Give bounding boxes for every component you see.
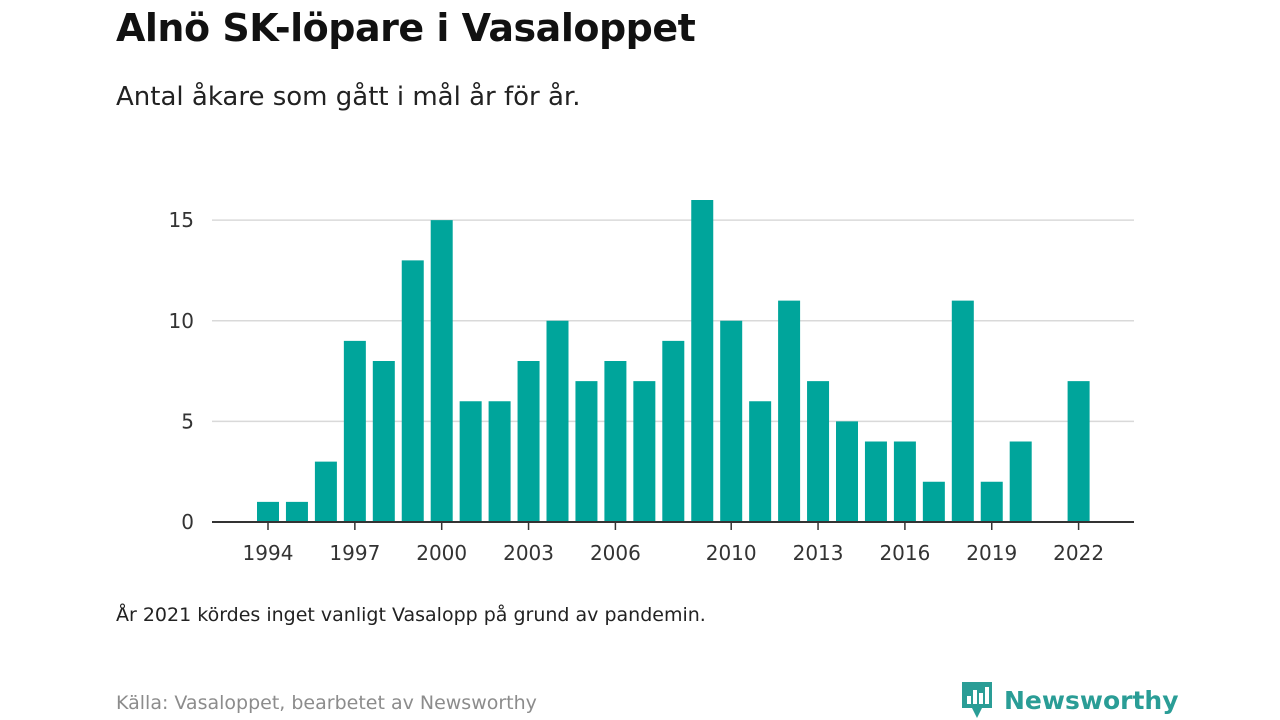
bar-2020 bbox=[1009, 441, 1032, 522]
bar-1997 bbox=[343, 340, 366, 522]
x-tick-label: 2006 bbox=[590, 541, 641, 565]
bar-2008 bbox=[662, 340, 685, 522]
chart-source: Källa: Vasaloppet, bearbetet av Newswort… bbox=[116, 692, 537, 714]
bar-2019 bbox=[980, 481, 1003, 522]
bar-1998 bbox=[372, 361, 395, 522]
chart-title: Alnö SK-löpare i Vasaloppet bbox=[116, 6, 696, 50]
bar-2013 bbox=[807, 381, 830, 522]
bar-2005 bbox=[575, 381, 598, 522]
bar-2012 bbox=[778, 300, 801, 522]
bar-2018 bbox=[951, 300, 974, 522]
newsworthy-logo-icon bbox=[962, 682, 992, 718]
y-tick-label: 15 bbox=[169, 208, 194, 232]
y-tick-label: 5 bbox=[181, 409, 194, 433]
y-tick-label: 10 bbox=[169, 309, 194, 333]
bar-2015 bbox=[864, 441, 887, 522]
bar-2011 bbox=[749, 401, 772, 522]
bar-2009 bbox=[691, 200, 714, 522]
bar-2016 bbox=[893, 441, 916, 522]
x-tick-label: 1997 bbox=[329, 541, 380, 565]
axes: 0 5 10 15 1994 1997 2000 2003 2006 2010 2013 2016 20… bbox=[169, 208, 1134, 565]
bar-2003 bbox=[517, 361, 540, 522]
bar-2001 bbox=[459, 401, 482, 522]
x-tick-label: 2010 bbox=[706, 541, 757, 565]
x-tick-label: 2000 bbox=[416, 541, 467, 565]
brand-name: Newsworthy bbox=[1004, 685, 1179, 715]
bar-1995 bbox=[285, 501, 308, 522]
x-tick-label: 2016 bbox=[879, 541, 930, 565]
bar-2014 bbox=[836, 421, 858, 522]
bar-2000 bbox=[430, 220, 453, 522]
bar-2010 bbox=[720, 320, 743, 522]
bar-2022 bbox=[1067, 381, 1090, 522]
bar-2017 bbox=[922, 481, 945, 522]
x-tick-label: 2003 bbox=[503, 541, 554, 565]
bar-2007 bbox=[633, 381, 656, 522]
bars bbox=[257, 200, 1090, 522]
newsworthy-brand[interactable]: Newsworthy bbox=[960, 680, 1179, 720]
x-tick-label: 2013 bbox=[793, 541, 844, 565]
x-tick-label: 2019 bbox=[966, 541, 1017, 565]
bar-2002 bbox=[488, 401, 511, 522]
bar-1994 bbox=[257, 501, 279, 522]
x-tick-label: 1994 bbox=[243, 541, 294, 565]
y-tick-label: 0 bbox=[181, 510, 194, 534]
bar-2006 bbox=[604, 361, 627, 522]
chart-subtitle: Antal åkare som gått i mål år för år. bbox=[116, 82, 581, 112]
bar-1996 bbox=[314, 461, 337, 522]
bar-2004 bbox=[546, 320, 569, 522]
chart-note: År 2021 kördes inget vanligt Vasalopp på… bbox=[116, 604, 706, 626]
bar-1999 bbox=[401, 260, 424, 522]
bar-chart: 0 5 10 15 1994 1997 2000 2003 2006 2010 2013 2016 20… bbox=[169, 200, 1134, 565]
x-tick-label: 2022 bbox=[1053, 541, 1104, 565]
